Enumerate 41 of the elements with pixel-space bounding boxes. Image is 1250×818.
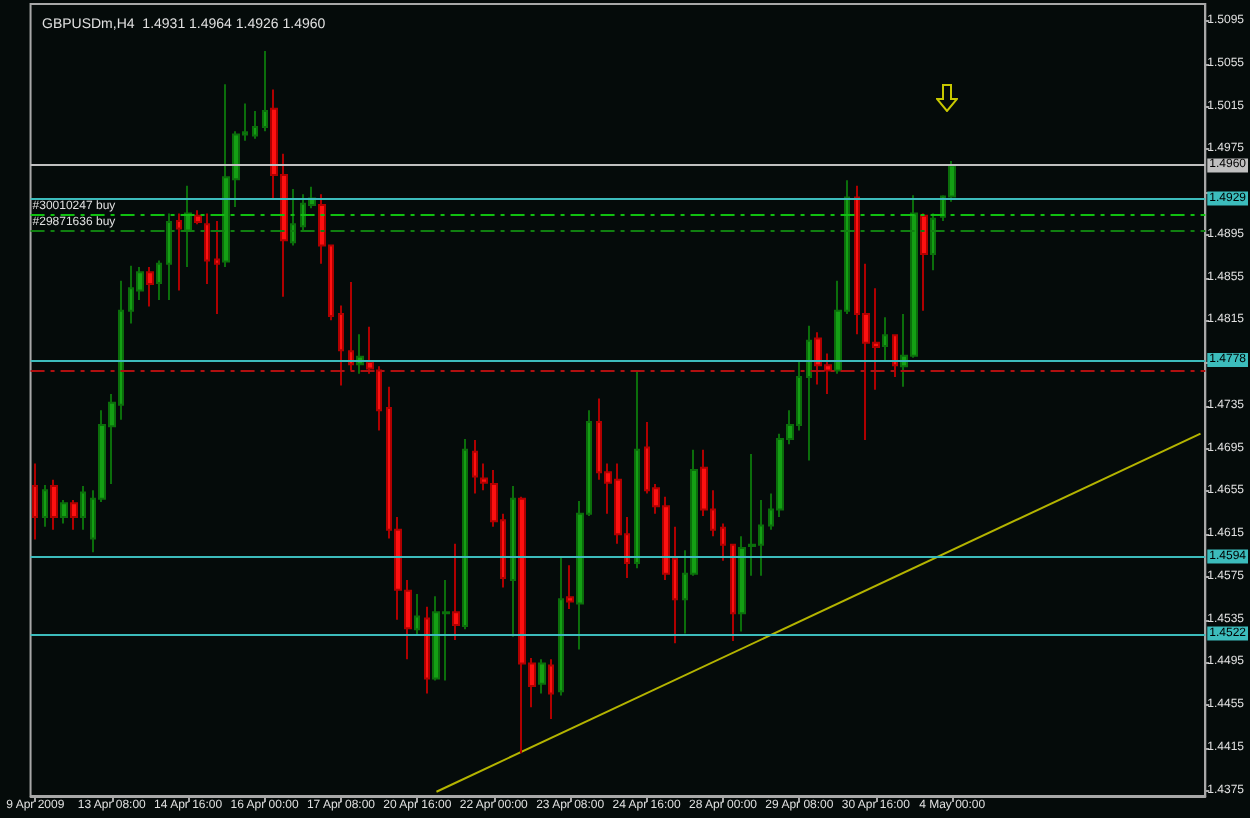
candlestick: [262, 50, 268, 133]
candlestick: [462, 438, 468, 631]
candlestick: [720, 522, 726, 562]
candlestick: [156, 259, 162, 302]
candlestick: [194, 209, 202, 226]
candlestick: [634, 369, 640, 570]
candlestick: [738, 535, 746, 633]
candlestick: [424, 605, 430, 695]
candlestick: [548, 658, 554, 721]
candlestick: [538, 658, 546, 695]
candlestick: [472, 439, 478, 495]
candlestick: [60, 498, 68, 525]
candlestick: [366, 325, 374, 375]
candlestick: [414, 592, 420, 637]
candlestick: [42, 483, 48, 528]
candlestick: [184, 184, 192, 268]
candlestick: [214, 219, 220, 315]
candlestick: [748, 452, 756, 577]
candlestick: [166, 212, 172, 302]
candlestick: [920, 212, 928, 312]
candlestick: [566, 564, 574, 610]
candlestick: [452, 542, 460, 641]
candlestick: [70, 498, 78, 531]
candlestick: [32, 462, 38, 541]
candlestick: [806, 324, 812, 462]
candlestick: [80, 485, 86, 531]
candlestick: [204, 212, 210, 286]
candlestick: [730, 542, 736, 643]
candlestick: [338, 304, 344, 387]
candlestick: [376, 365, 382, 432]
candlestick: [510, 485, 516, 638]
candlestick: [930, 212, 936, 272]
candlestick: [882, 316, 888, 361]
candlestick: [50, 478, 58, 531]
candlestick: [252, 109, 258, 140]
candlestick: [892, 333, 898, 379]
candlestick: [558, 555, 564, 697]
candlestick: [290, 187, 296, 247]
candlestick: [146, 265, 154, 308]
candlestick: [348, 280, 354, 372]
candlestick: [176, 212, 182, 292]
